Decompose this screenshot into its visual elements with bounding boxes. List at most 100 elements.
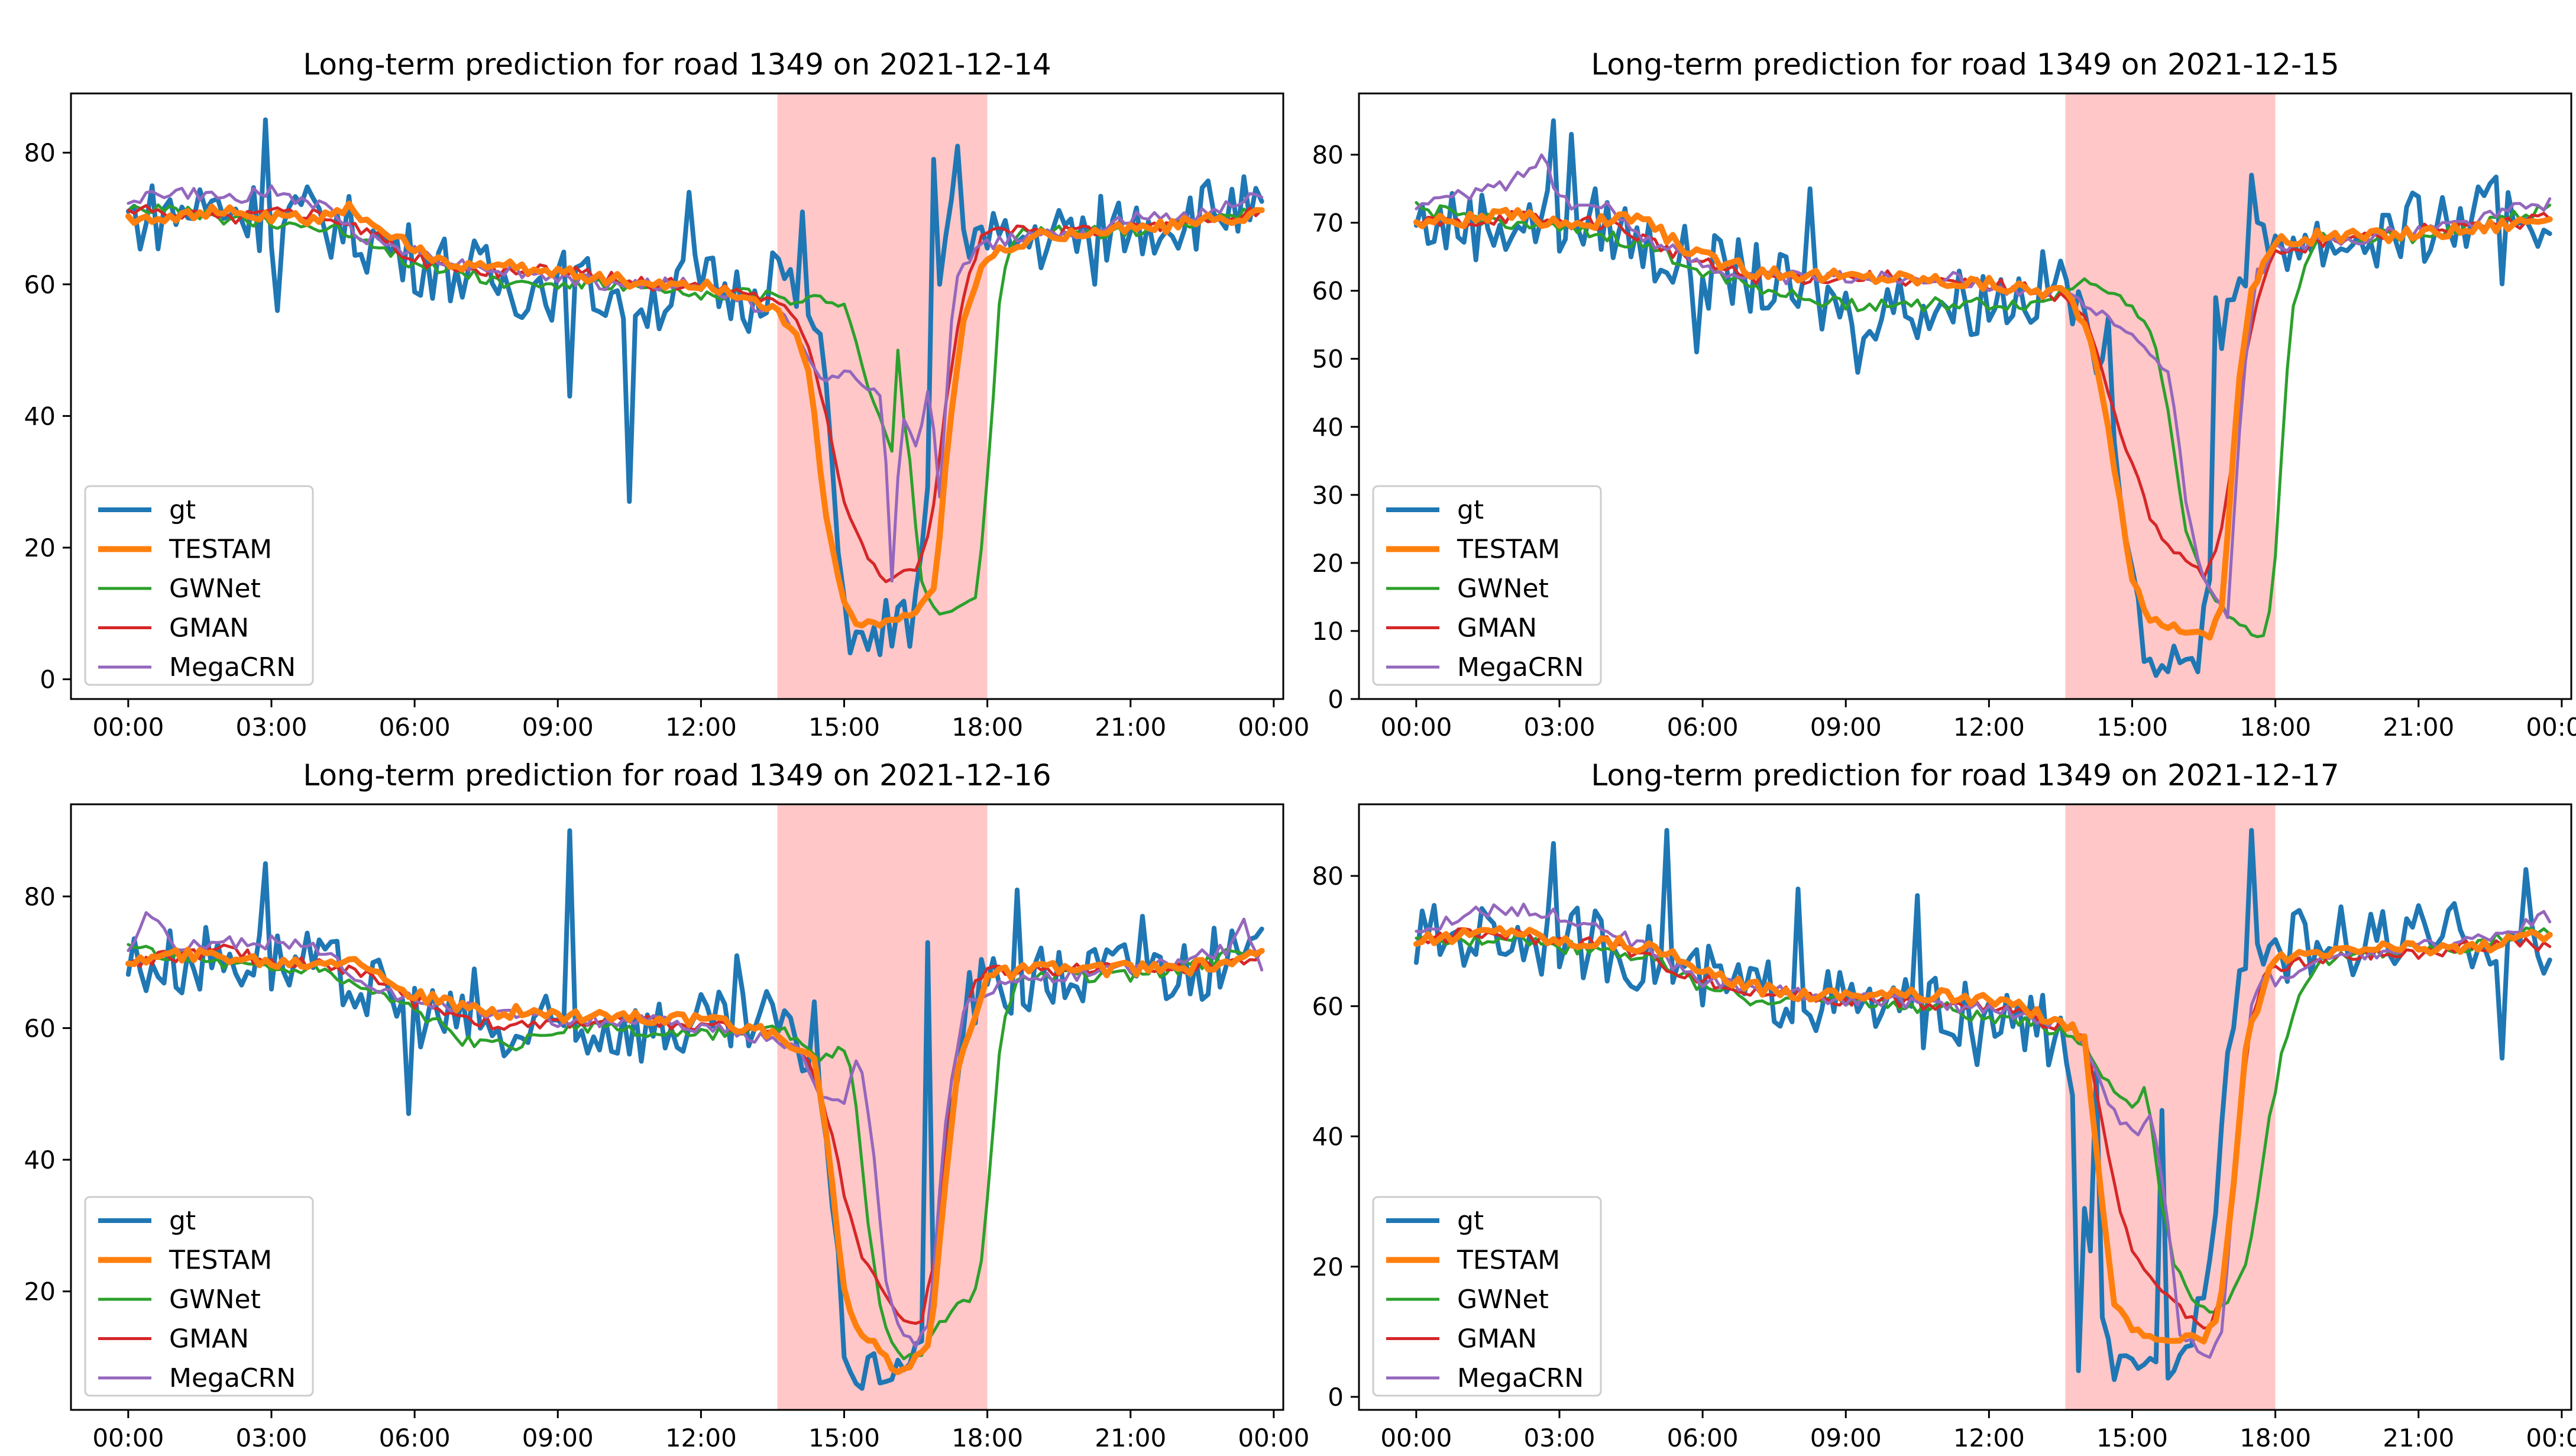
axes-frame: [70, 92, 1284, 700]
legend-label: TESTAM: [169, 535, 272, 565]
x-tick-label: 12:00: [1953, 713, 2025, 742]
y-tick-label: 20: [1312, 1253, 1344, 1282]
legend: gt TESTAM GWNet GMAN MegaCRN: [1372, 485, 1602, 686]
legend-label: GWNet: [169, 1284, 261, 1315]
legend-label: GMAN: [169, 613, 249, 643]
axes-frame: [1358, 92, 2572, 700]
y-tick-label: 50: [1312, 345, 1344, 374]
series-line-testam: [1413, 925, 2553, 1345]
x-tick-label: 12:00: [665, 713, 737, 742]
legend-label: GWNet: [169, 574, 261, 604]
x-tick-label: 00:00: [92, 713, 164, 742]
chart-title: Long-term prediction for road 1349 on 20…: [303, 47, 1051, 82]
legend-label: gt: [1457, 495, 1484, 525]
legend-box: [1372, 485, 1602, 686]
x-tick-label: 18:00: [952, 1423, 1023, 1452]
legend-label: GWNet: [1457, 1284, 1549, 1315]
series-line-megacrn: [1415, 902, 2552, 1359]
x-tick-label: 09:00: [522, 1423, 594, 1452]
x-tick-label: 06:00: [379, 1423, 451, 1452]
legend-label: gt: [1457, 1206, 1484, 1236]
series-group: [1413, 828, 2553, 1382]
x-tick-label: 00:00: [2526, 1423, 2576, 1452]
legend-label: gt: [169, 495, 196, 525]
legend: gt TESTAM GWNet GMAN MegaCRN: [1372, 1196, 1602, 1397]
x-tick-label: 00:00: [1380, 1423, 1452, 1452]
series-line-testam: [125, 946, 1265, 1376]
legend-label: MegaCRN: [1457, 1363, 1584, 1393]
y-tick-label: 10: [1312, 617, 1344, 646]
x-tick-label: 21:00: [1095, 1423, 1166, 1452]
y-tick-label: 60: [24, 270, 56, 299]
x-tick-label: 18:00: [2240, 1423, 2311, 1452]
x-tick-label: 03:00: [1523, 713, 1595, 742]
series-line-gwnet: [1415, 201, 2552, 639]
legend-label: TESTAM: [1457, 1245, 1560, 1276]
legend-label: TESTAM: [1457, 535, 1560, 565]
y-tick-label: 20: [24, 533, 56, 562]
chart-panel-3: Long-term prediction for road 1349 on 20…: [24, 758, 1310, 1452]
series-line-testam: [125, 200, 1265, 629]
x-tick-label: 06:00: [379, 713, 451, 742]
x-tick-label: 03:00: [235, 1423, 307, 1452]
x-tick-label: 15:00: [2096, 713, 2168, 742]
legend-label: MegaCRN: [169, 652, 296, 682]
x-tick-label: 15:00: [808, 713, 880, 742]
x-tick-label: 15:00: [808, 1423, 880, 1452]
x-tick-label: 12:00: [1953, 1423, 2025, 1452]
chart-panel-4: Long-term prediction for road 1349 on 20…: [1312, 758, 2576, 1452]
y-tick-label: 80: [24, 882, 56, 911]
chart-title: Long-term prediction for road 1349 on 20…: [1591, 47, 2339, 82]
x-tick-label: 18:00: [2240, 713, 2311, 742]
y-tick-label: 40: [1312, 1122, 1344, 1151]
y-tick-label: 20: [24, 1277, 56, 1306]
legend-box: [84, 1196, 314, 1397]
x-tick-label: 18:00: [952, 713, 1023, 742]
x-tick-label: 09:00: [522, 713, 594, 742]
x-tick-label: 00:00: [92, 1423, 164, 1452]
y-tick-label: 0: [40, 665, 56, 694]
x-tick-label: 09:00: [1810, 1423, 1882, 1452]
x-tick-label: 09:00: [1810, 713, 1882, 742]
x-tick-label: 00:00: [1238, 713, 1309, 742]
x-tick-label: 00:00: [1380, 713, 1452, 742]
legend-label: TESTAM: [169, 1245, 272, 1276]
y-tick-label: 60: [24, 1014, 56, 1043]
x-tick-label: 21:00: [2383, 1423, 2454, 1452]
chart-title: Long-term prediction for road 1349 on 20…: [1591, 758, 2339, 792]
series-group: [1413, 118, 2553, 678]
legend-label: gt: [169, 1206, 196, 1236]
x-tick-label: 06:00: [1667, 1423, 1739, 1452]
chart-panel-2: Long-term prediction for road 1349 on 20…: [1312, 47, 2576, 742]
legend-label: GMAN: [1457, 613, 1537, 643]
chart-title: Long-term prediction for road 1349 on 20…: [303, 758, 1051, 792]
x-tick-label: 00:00: [1238, 1423, 1309, 1452]
legend-label: GMAN: [1457, 1324, 1537, 1354]
legend-label: GWNet: [1457, 574, 1549, 604]
y-tick-label: 0: [1328, 1383, 1344, 1412]
series-line-megacrn: [127, 911, 1264, 1348]
y-tick-label: 0: [1328, 685, 1344, 714]
legend-box: [1372, 1196, 1602, 1397]
x-tick-label: 03:00: [235, 713, 307, 742]
y-tick-label: 40: [1312, 413, 1344, 442]
x-tick-label: 00:00: [2526, 713, 2576, 742]
legend-box: [84, 485, 314, 686]
series-line-testam: [1413, 206, 2553, 641]
y-tick-label: 80: [1312, 141, 1344, 170]
y-tick-label: 60: [1312, 992, 1344, 1021]
series-group: [125, 117, 1265, 658]
x-tick-label: 21:00: [1095, 713, 1166, 742]
axes-frame: [1358, 803, 2572, 1411]
series-group: [125, 828, 1265, 1391]
y-tick-label: 70: [1312, 209, 1344, 238]
x-tick-label: 15:00: [2096, 1423, 2168, 1452]
y-tick-label: 40: [24, 1146, 56, 1174]
x-tick-label: 06:00: [1667, 713, 1739, 742]
legend-label: MegaCRN: [1457, 652, 1584, 682]
legend-label: MegaCRN: [169, 1363, 296, 1393]
y-tick-label: 80: [1312, 862, 1344, 891]
x-tick-label: 12:00: [665, 1423, 737, 1452]
y-tick-label: 60: [1312, 277, 1344, 306]
